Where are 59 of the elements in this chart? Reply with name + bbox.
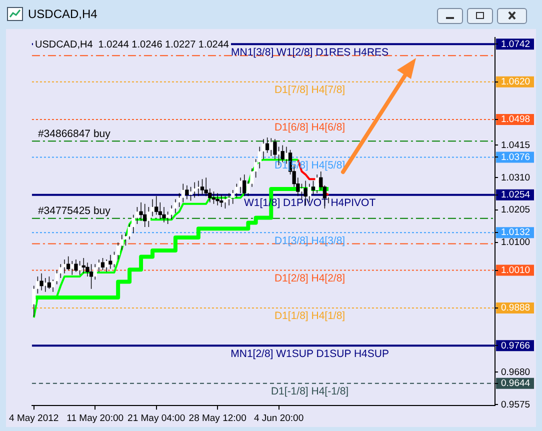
candlestick <box>188 186 193 202</box>
candlestick <box>32 285 36 317</box>
y-tick-label: 1.0415 <box>501 140 530 151</box>
y-tick-label: 0.9644 <box>501 378 530 389</box>
candlestick <box>162 206 166 223</box>
ref-line-label: D1[-1/8] H4[-1/8] <box>270 386 349 398</box>
candlestick <box>89 264 94 290</box>
candlestick <box>200 178 204 195</box>
candlestick <box>265 137 270 154</box>
candlestick <box>196 180 200 197</box>
x-tick-label: 4 May 2012 <box>9 412 59 424</box>
ref-line-label: MN1[2/8] W1SUP D1SUP H4SUP <box>230 348 389 360</box>
candlestick <box>242 174 246 197</box>
y-tick-label: 0.9575 <box>501 399 530 410</box>
y-tick-label: 1.0010 <box>501 264 530 276</box>
x-tick-label: 4 Jun 20:00 <box>254 412 304 424</box>
candlestick <box>74 259 78 272</box>
candlestick <box>108 254 112 270</box>
candlestick <box>185 185 189 200</box>
y-tick-label: 1.0498 <box>501 114 530 126</box>
ref-line-label: D1[2/8] H4[2/8] <box>274 272 346 284</box>
y-tick-label: 1.0132 <box>501 227 530 238</box>
candlestick <box>269 138 273 156</box>
candlestick <box>70 260 74 276</box>
candlestick <box>238 177 242 194</box>
candlestick <box>315 174 319 194</box>
candlestick <box>227 192 231 206</box>
candlestick <box>143 204 147 228</box>
candlestick <box>192 182 196 198</box>
ref-line-label: D1[1/8] H4[1/8] <box>274 310 346 322</box>
y-tick-label: 0.9888 <box>501 302 530 314</box>
y-tick-label: 1.0376 <box>501 152 530 163</box>
y-tick-label: 1.0100 <box>501 237 530 248</box>
chart-subtitle: USDCAD,H4 1.0244 1.0246 1.0227 1.0244 <box>34 39 230 50</box>
candlestick <box>135 206 140 224</box>
candlestick <box>181 183 185 203</box>
ref-line-label: #34775425 buy <box>38 205 112 218</box>
candlestick <box>40 273 44 291</box>
y-tick-label: 1.0254 <box>501 190 530 201</box>
candlestick <box>216 192 220 206</box>
ref-line-label: #34866847 buy <box>38 128 112 140</box>
y-tick-label: 1.0620 <box>501 76 530 88</box>
ref-line-label: D1[7/8] H4[7/8] <box>274 84 346 96</box>
ref-line-label: D1[6/8] H4[6/8] <box>274 122 346 134</box>
y-tick-label: 0.9766 <box>501 340 530 352</box>
y-tick-label: 1.0205 <box>501 204 530 216</box>
candlestick <box>66 256 70 271</box>
y-tick-label: 1.0310 <box>501 172 530 184</box>
candlestick <box>78 260 82 276</box>
candlestick <box>231 190 235 204</box>
x-tick-label: 11 May 20:00 <box>66 412 124 424</box>
x-tick-label: 21 May 04:00 <box>128 412 186 424</box>
chart-title: USDCAD,H4 <box>28 7 98 21</box>
candlestick <box>104 259 108 272</box>
candlestick <box>154 196 158 216</box>
y-tick-label: 0.9680 <box>501 366 530 378</box>
y-tick-label: 1.0742 <box>501 38 530 50</box>
candlestick <box>62 259 66 274</box>
x-tick-label: 28 May 12:00 <box>188 412 246 424</box>
